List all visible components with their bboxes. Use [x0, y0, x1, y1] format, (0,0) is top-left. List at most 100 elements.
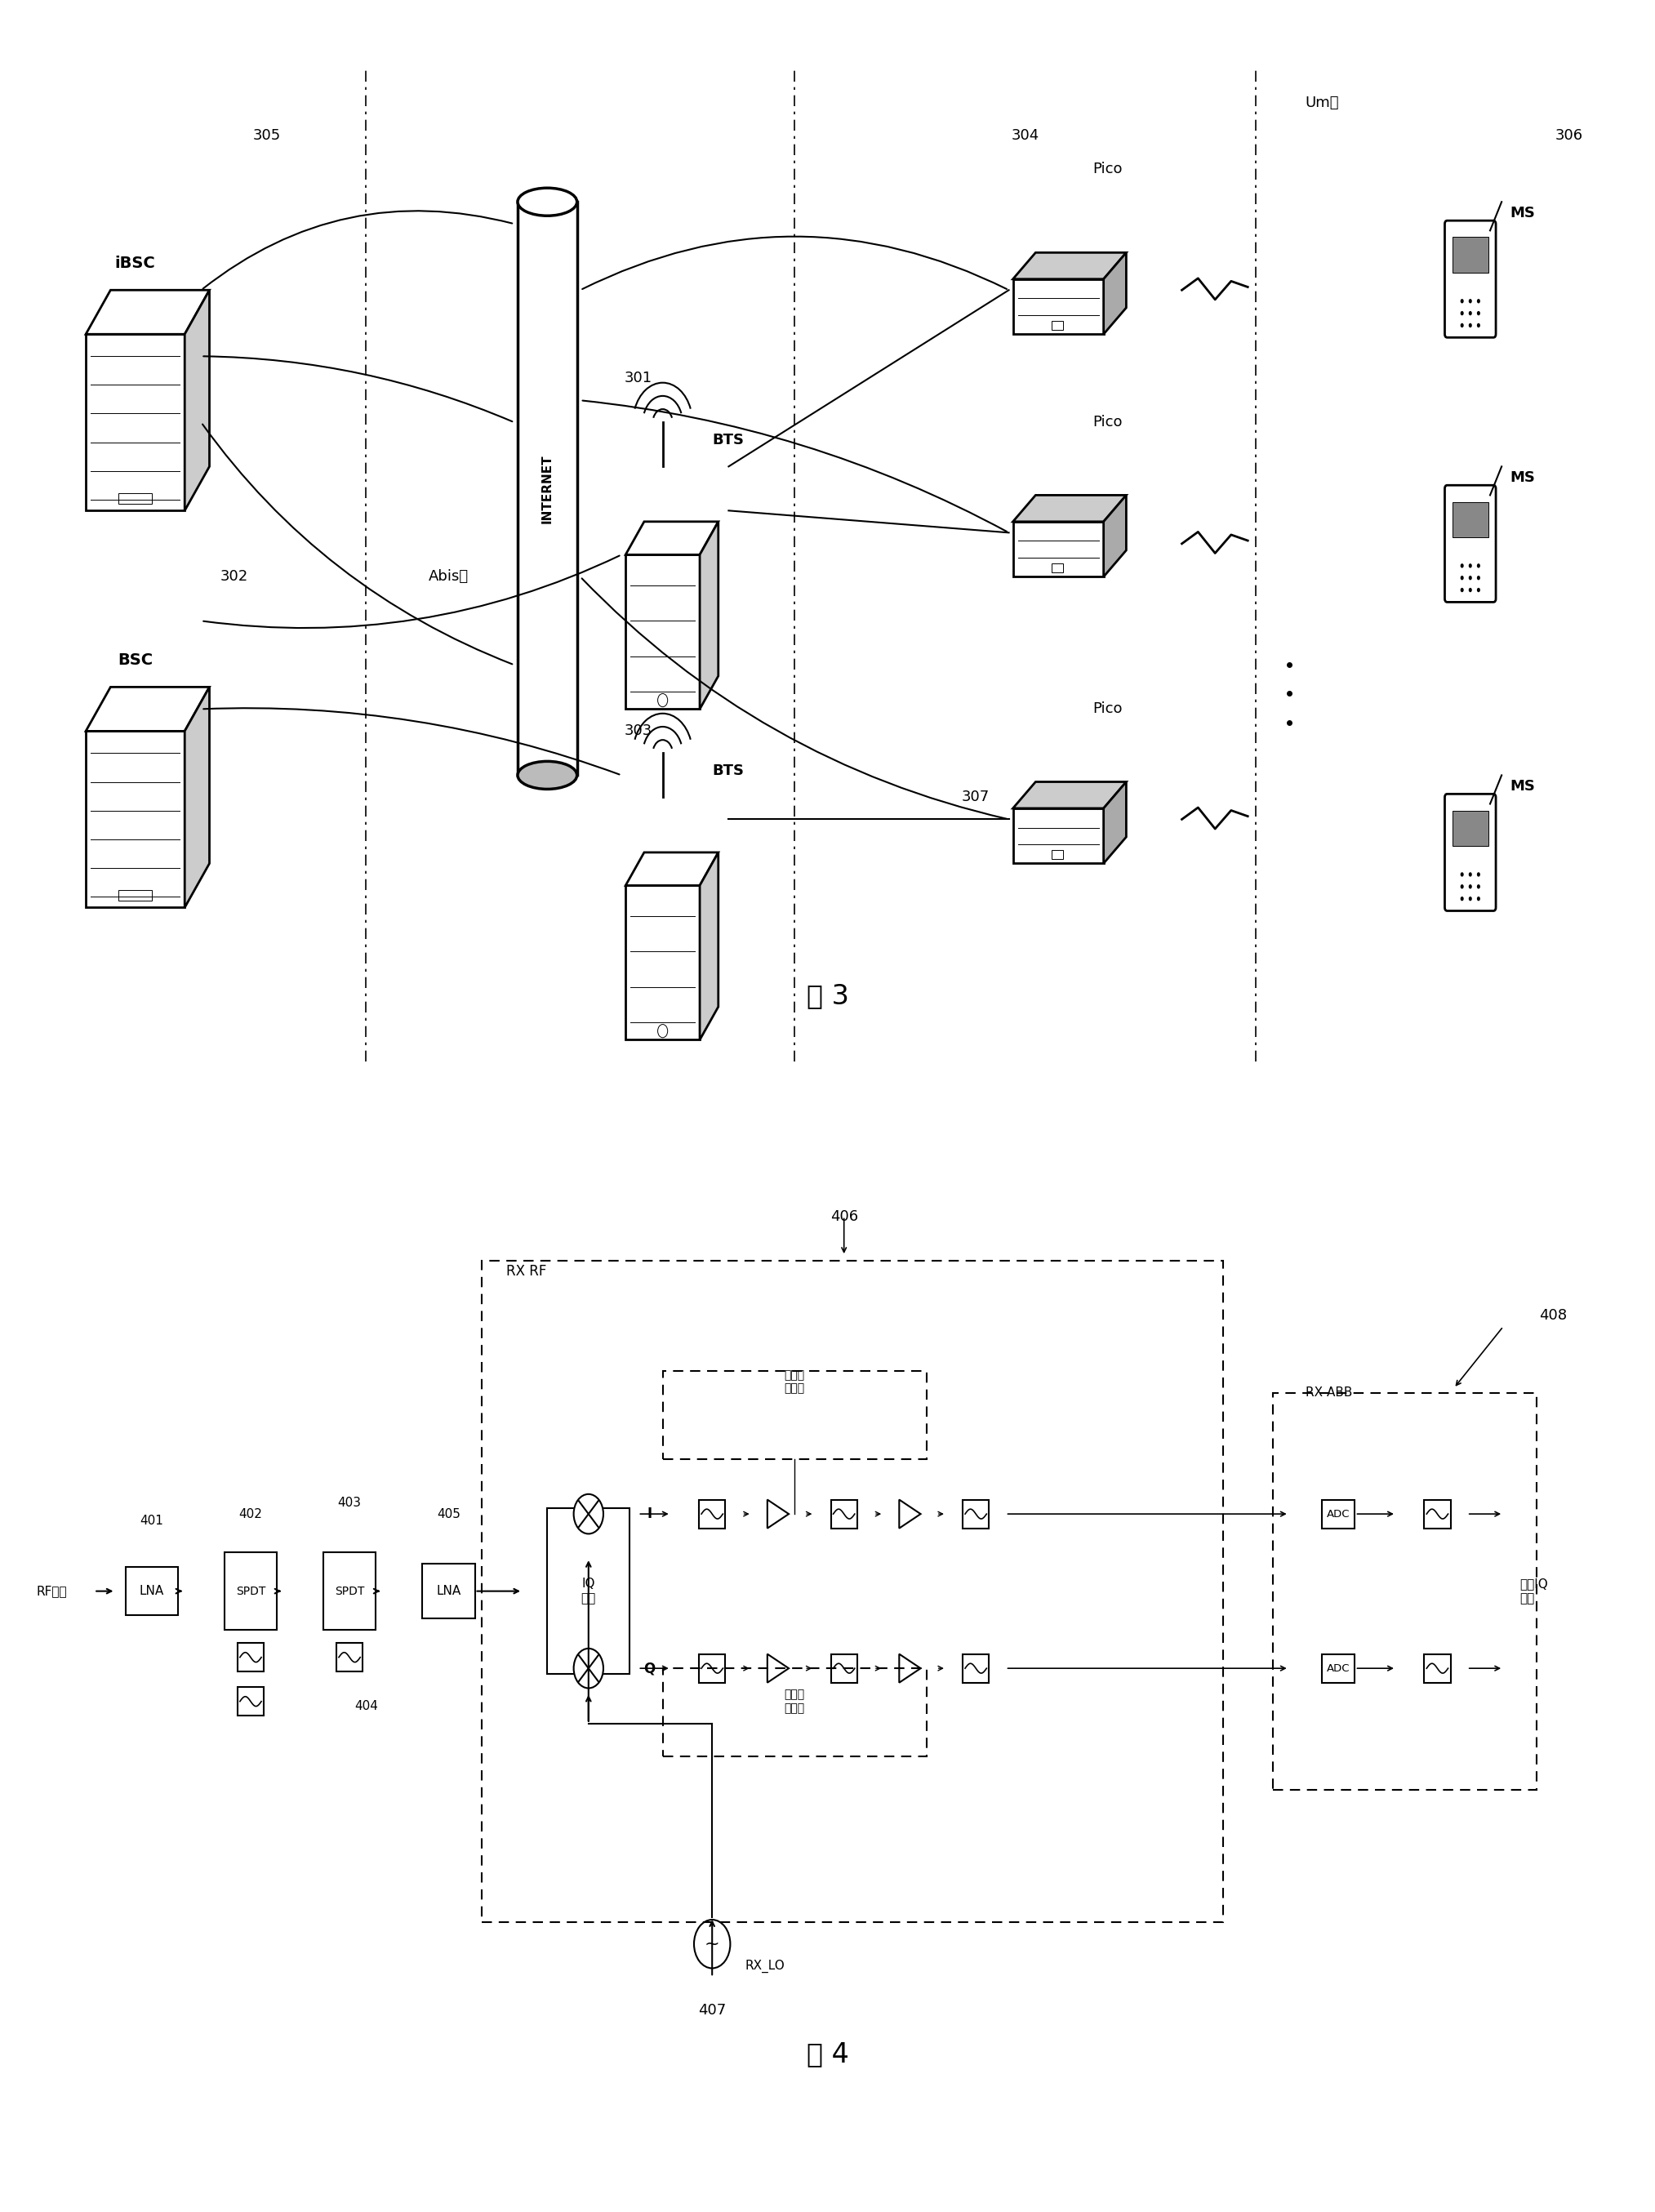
Text: ADC: ADC [1327, 1509, 1350, 1520]
Circle shape [1460, 299, 1463, 303]
Bar [323, 1553, 376, 1630]
Text: Pico: Pico [1092, 416, 1122, 429]
Circle shape [1468, 575, 1471, 580]
Bar [1425, 1655, 1450, 1683]
Bar [1322, 1500, 1355, 1528]
Bar [548, 1509, 629, 1674]
Polygon shape [1013, 522, 1104, 577]
Bar [1425, 1500, 1450, 1528]
Bar [831, 1500, 857, 1528]
Text: IQ
解调: IQ 解调 [581, 1577, 596, 1604]
Circle shape [1468, 885, 1471, 889]
Circle shape [1468, 323, 1471, 327]
Bar [662, 1371, 927, 1460]
Bar [119, 493, 152, 504]
Text: LNA: LNA [139, 1586, 164, 1597]
Text: SPDT: SPDT [235, 1586, 265, 1597]
Polygon shape [626, 885, 700, 1040]
Text: BTS: BTS [712, 434, 745, 447]
FancyBboxPatch shape [1445, 221, 1496, 338]
Text: 405: 405 [437, 1509, 460, 1520]
Text: RX ABB: RX ABB [1306, 1387, 1352, 1398]
Polygon shape [899, 1500, 920, 1528]
Polygon shape [626, 852, 718, 885]
FancyBboxPatch shape [1445, 484, 1496, 602]
Bar [225, 1553, 276, 1630]
Circle shape [1460, 575, 1463, 580]
Text: INTERNET: INTERNET [541, 453, 553, 522]
Bar [518, 201, 578, 774]
Bar [482, 1261, 1223, 1922]
Circle shape [1476, 312, 1480, 316]
Text: SPDT: SPDT [334, 1586, 364, 1597]
Circle shape [1460, 312, 1463, 316]
Polygon shape [86, 334, 185, 511]
Text: 302: 302 [220, 568, 248, 584]
Circle shape [1476, 323, 1480, 327]
Text: LNA: LNA [435, 1586, 460, 1597]
Ellipse shape [518, 188, 578, 217]
Text: 303: 303 [624, 723, 652, 739]
Polygon shape [185, 290, 210, 511]
Polygon shape [1013, 279, 1104, 334]
Circle shape [1468, 872, 1471, 876]
Polygon shape [626, 555, 700, 710]
Circle shape [1468, 896, 1471, 900]
Bar [1451, 810, 1488, 845]
Bar [1451, 237, 1488, 272]
Text: 401: 401 [141, 1515, 164, 1526]
Bar [237, 1688, 263, 1717]
Circle shape [1476, 885, 1480, 889]
Polygon shape [1104, 252, 1127, 334]
Text: iBSC: iBSC [114, 257, 156, 272]
Circle shape [1476, 588, 1480, 593]
Polygon shape [1104, 495, 1127, 577]
Text: Um口: Um口 [1306, 95, 1339, 111]
Text: BSC: BSC [118, 653, 152, 668]
Polygon shape [768, 1500, 789, 1528]
Text: 406: 406 [831, 1210, 857, 1223]
Circle shape [1476, 564, 1480, 568]
Bar [126, 1566, 179, 1615]
Text: 图 4: 图 4 [806, 2042, 849, 2068]
Bar [1051, 564, 1063, 573]
Text: 307: 307 [962, 790, 990, 805]
Text: 408: 408 [1539, 1307, 1567, 1323]
Bar [336, 1644, 362, 1672]
Polygon shape [1104, 781, 1127, 863]
Polygon shape [185, 688, 210, 907]
Circle shape [1460, 588, 1463, 593]
Text: MS: MS [1509, 471, 1536, 484]
Circle shape [1460, 564, 1463, 568]
Bar [237, 1644, 263, 1672]
Circle shape [1468, 299, 1471, 303]
Polygon shape [700, 852, 718, 1040]
Text: 图 3: 图 3 [806, 982, 849, 1009]
Bar [963, 1655, 990, 1683]
Text: 402: 402 [238, 1509, 263, 1520]
Text: 404: 404 [354, 1699, 377, 1712]
Text: RF信号: RF信号 [36, 1586, 68, 1597]
Polygon shape [899, 1655, 920, 1683]
Ellipse shape [518, 761, 578, 790]
Circle shape [1476, 896, 1480, 900]
Text: MS: MS [1509, 779, 1536, 794]
Text: 数字IQ
信号: 数字IQ 信号 [1519, 1577, 1547, 1604]
Polygon shape [86, 732, 185, 907]
Circle shape [1460, 323, 1463, 327]
Text: 403: 403 [338, 1498, 361, 1509]
Text: 306: 306 [1556, 128, 1584, 144]
Circle shape [1476, 872, 1480, 876]
Bar [1051, 321, 1063, 330]
Circle shape [1476, 299, 1480, 303]
Bar [963, 1500, 990, 1528]
Bar [1451, 502, 1488, 538]
Text: ~: ~ [705, 1936, 720, 1953]
Text: I: I [647, 1506, 652, 1522]
Bar [1051, 849, 1063, 858]
Text: MS: MS [1509, 206, 1536, 221]
Text: Q: Q [644, 1661, 655, 1677]
Bar [698, 1500, 725, 1528]
Polygon shape [1013, 252, 1127, 279]
Bar [422, 1564, 475, 1619]
